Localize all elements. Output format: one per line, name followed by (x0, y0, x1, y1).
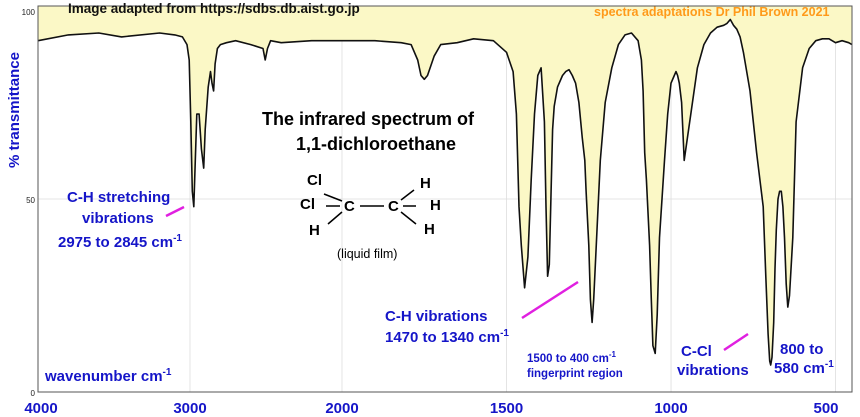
annot-ccl-range-line1: 800 to (780, 341, 824, 358)
atom-h3: H (430, 197, 441, 214)
atom-cl-top: Cl (307, 172, 322, 189)
x-axis-label: wavenumber cm-1 (45, 367, 171, 385)
x-tick-label: 3000 (173, 400, 206, 417)
molecule-note: (liquid film) (337, 247, 398, 261)
atom-h2: H (420, 175, 431, 192)
source-caption: Image adapted from https://sdbs.db.aist.… (68, 1, 360, 16)
atom-h4: H (424, 221, 435, 238)
x-tick-label: 2000 (325, 400, 358, 417)
y-axis-ticks: 0 50 100 (22, 8, 36, 398)
annot-fingerprint-line2: fingerprint region (527, 368, 623, 380)
pointer-ch-vibrations (521, 280, 579, 320)
annot-fingerprint-range: 1500 to 400 cm (527, 352, 609, 365)
annot-ch-vib-range: 1470 to 1340 cm-1 (385, 328, 509, 346)
spectrum-line (37, 18, 853, 366)
x-axis-label-text: wavenumber cm (45, 368, 163, 385)
pointer-ch-stretch (165, 205, 185, 218)
annot-ch-stretch-line1: C-H stretching (67, 189, 171, 206)
annot-ch-stretch-line2: vibrations (82, 210, 154, 227)
spectrum-fill-area (38, 6, 852, 365)
x-axis-ticks: 4000 3000 2000 1500 1000 500 (24, 400, 838, 417)
x-axis-label-sup: -1 (162, 367, 172, 378)
annot-ch-vib-sup: -1 (500, 328, 509, 339)
annot-fingerprint-line1: 1500 to 400 cm-1 (527, 350, 616, 365)
x-tick-label: 4000 (24, 400, 57, 417)
annot-ccl-range-sup: -1 (824, 359, 834, 370)
annot-ccl-range-text: 580 cm (774, 360, 825, 377)
annot-fingerprint-sup: -1 (608, 350, 616, 359)
plot-frame (37, 5, 853, 393)
atom-h1: H (309, 222, 320, 239)
annot-ccl-range-line2: 580 cm-1 (774, 359, 834, 377)
annot-ccl-line1: C-Cl (681, 343, 712, 360)
pointer-ccl (723, 332, 749, 352)
y-tick-label: 50 (26, 196, 35, 205)
annot-ch-vib-range-text: 1470 to 1340 cm (385, 329, 501, 346)
x-tick-label: 1000 (654, 400, 687, 417)
x-tick-label: 1500 (490, 400, 523, 417)
x-tick-label: 500 (813, 400, 838, 417)
annot-ch-vib-line1: C-H vibrations (385, 308, 488, 325)
chart-title-line1: The infrared spectrum of (262, 109, 475, 129)
annot-ccl-line2: vibrations (677, 362, 749, 379)
atom-c1: C (344, 198, 355, 215)
annot-ch-stretch-range: 2975 to 2845 cm-1 (58, 233, 182, 251)
y-tick-label: 0 (31, 389, 36, 398)
annot-ch-stretch-sup: -1 (173, 233, 182, 244)
y-axis-label: % transmittance (6, 52, 23, 168)
atom-cl-left: Cl (300, 196, 315, 213)
chart-title-line2: 1,1-dichloroethane (296, 134, 457, 154)
y-tick-label: 100 (22, 8, 36, 17)
atom-c2: C (388, 198, 399, 215)
molecule-bonds (323, 189, 417, 225)
credit-caption: spectra adaptations Dr Phil Brown 2021 (594, 5, 830, 19)
annot-ch-stretch-range-text: 2975 to 2845 cm (58, 234, 174, 251)
